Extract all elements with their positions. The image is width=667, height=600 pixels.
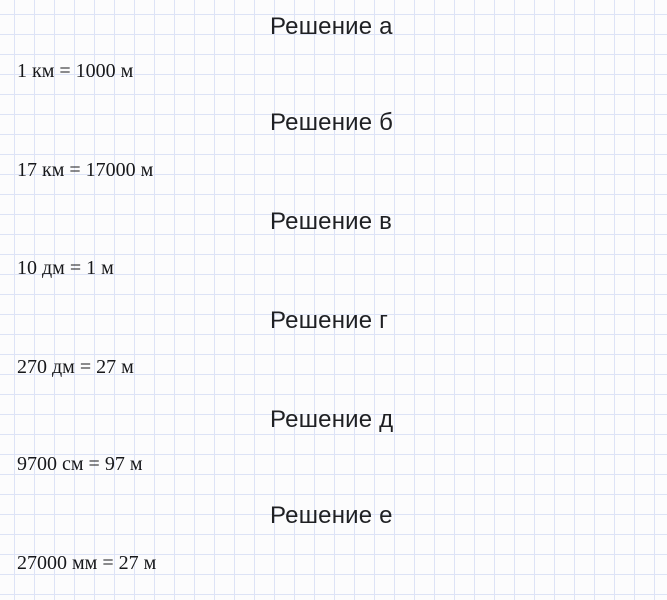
solution-heading-v: Решение в	[270, 208, 393, 235]
conversion-formula-a: 1 км = 1000 м	[17, 60, 134, 82]
conversion-formula-g: 270 дм = 27 м	[17, 356, 134, 378]
solution-heading-d: Решение д	[270, 406, 394, 433]
conversion-formula-d: 9700 см = 97 м	[17, 453, 143, 475]
solution-heading-b: Решение б	[270, 109, 394, 136]
solution-heading-e: Решение е	[270, 502, 393, 529]
conversion-formula-b: 17 км = 17000 м	[17, 159, 154, 181]
conversion-formula-e: 27000 мм = 27 м	[17, 552, 157, 574]
solution-heading-g: Решение г	[270, 307, 389, 334]
solution-heading-a: Решение а	[270, 13, 393, 40]
conversion-formula-v: 10 дм = 1 м	[17, 257, 114, 279]
